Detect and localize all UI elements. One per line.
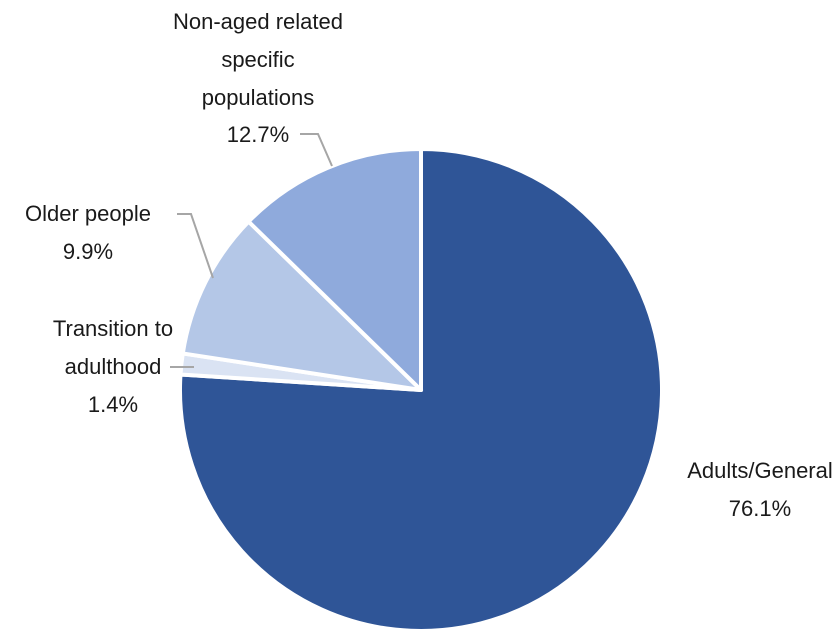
leaders-layer xyxy=(170,133,333,368)
slice-value-label: 12.7% xyxy=(227,122,289,147)
slice-label: Adults/General xyxy=(687,458,833,483)
leader-line xyxy=(300,133,333,167)
slice-value-label: 76.1% xyxy=(729,496,791,521)
labels-layer: Adults/General 76.1% Transition to adulthoo… xyxy=(25,9,833,521)
slice-label: Older people xyxy=(25,201,151,226)
slice-value-label: 1.4% xyxy=(88,392,138,417)
slices-layer xyxy=(178,147,664,633)
slice-label: Non-aged related specific populations xyxy=(173,9,343,110)
slice-label: Transition to adulthood xyxy=(53,316,173,379)
pie-slice-older-people xyxy=(180,219,423,392)
slice-value-label: 9.9% xyxy=(63,239,113,264)
pie-slice-adults-general xyxy=(178,147,664,633)
leader-line xyxy=(177,213,214,279)
pie-slice-non-aged-related-specific-populations xyxy=(246,147,423,392)
